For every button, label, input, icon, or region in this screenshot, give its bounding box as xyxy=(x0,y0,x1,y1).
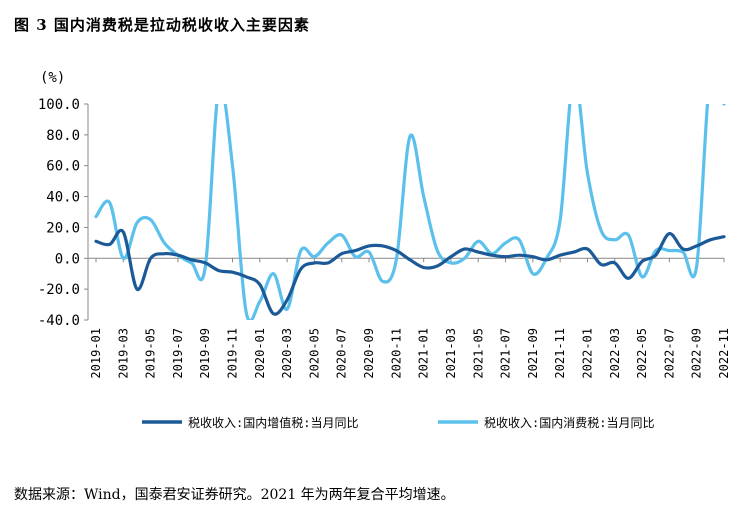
x-tick-label: 2019-01 xyxy=(89,328,103,379)
series-line-vat xyxy=(94,228,726,316)
x-tick-label: 2022-03 xyxy=(608,328,622,379)
x-tick-label: 2020-09 xyxy=(362,328,376,379)
x-tick-label: 2020-07 xyxy=(335,328,349,379)
y-tick-label: -40.0 xyxy=(38,313,80,329)
legend: 税收收入:国内增值税:当月同比 税收收入:国内消费税:当月同比 xyxy=(142,415,654,430)
x-tick-label: 2022-01 xyxy=(580,328,594,379)
x-tick-label: 2019-03 xyxy=(116,328,130,379)
source-note: 数据来源：Wind，国泰君安证券研究。2021 年为两年复合平均增速。 xyxy=(14,487,455,503)
x-tick-label: 2021-09 xyxy=(526,328,540,379)
legend-label: 税收收入:国内增值税:当月同比 xyxy=(188,415,358,430)
x-axis: 2019-01 2019-03 2019-05 2019-07 2019-09 2019-… xyxy=(88,257,731,379)
y-axis-unit-label: (%) xyxy=(40,70,65,86)
y-tick-label: 60.0 xyxy=(46,159,80,175)
x-tick-label: 2019-07 xyxy=(171,328,185,379)
x-tick-label: 2019-09 xyxy=(198,328,212,379)
x-tick-label: 2022-05 xyxy=(635,328,649,379)
y-tick-label: 0.0 xyxy=(55,251,80,267)
figure-title: 图 3 国内消费税是拉动税收收入主要因素 xyxy=(14,16,310,34)
x-tick-label: 2020-03 xyxy=(280,328,294,379)
legend-label: 税收收入:国内消费税:当月同比 xyxy=(484,416,654,430)
series-line-consumption-tax xyxy=(94,104,726,320)
x-tick-label: 2021-11 xyxy=(553,328,567,379)
x-tick-label: 2019-11 xyxy=(226,328,240,379)
x-tick-label: 2022-09 xyxy=(690,328,704,379)
x-tick-label: 2020-05 xyxy=(307,328,321,379)
x-tick-label: 2021-05 xyxy=(471,328,485,379)
x-tick-label: 2019-05 xyxy=(144,328,158,379)
series-group xyxy=(94,104,726,320)
x-tick-label: 2020-01 xyxy=(253,328,267,379)
y-tick-label: 80.0 xyxy=(46,128,80,144)
x-tick-label: 2022-07 xyxy=(662,328,676,379)
y-axis: 100.0 80.0 60.0 40.0 20.0 0.0 -20.0 -40.0 xyxy=(38,97,88,329)
x-tick-label: 2022-11 xyxy=(717,328,731,379)
x-tick-label: 2021-03 xyxy=(444,328,458,379)
y-tick-label: 40.0 xyxy=(46,190,80,206)
x-tick-label: 2021-01 xyxy=(417,328,431,379)
y-tick-label: 20.0 xyxy=(46,220,80,236)
x-tick-label: 2020-11 xyxy=(389,328,403,379)
y-tick-label: -20.0 xyxy=(38,282,80,298)
y-tick-label: 100.0 xyxy=(38,97,80,113)
x-tick-label: 2021-07 xyxy=(499,328,513,379)
